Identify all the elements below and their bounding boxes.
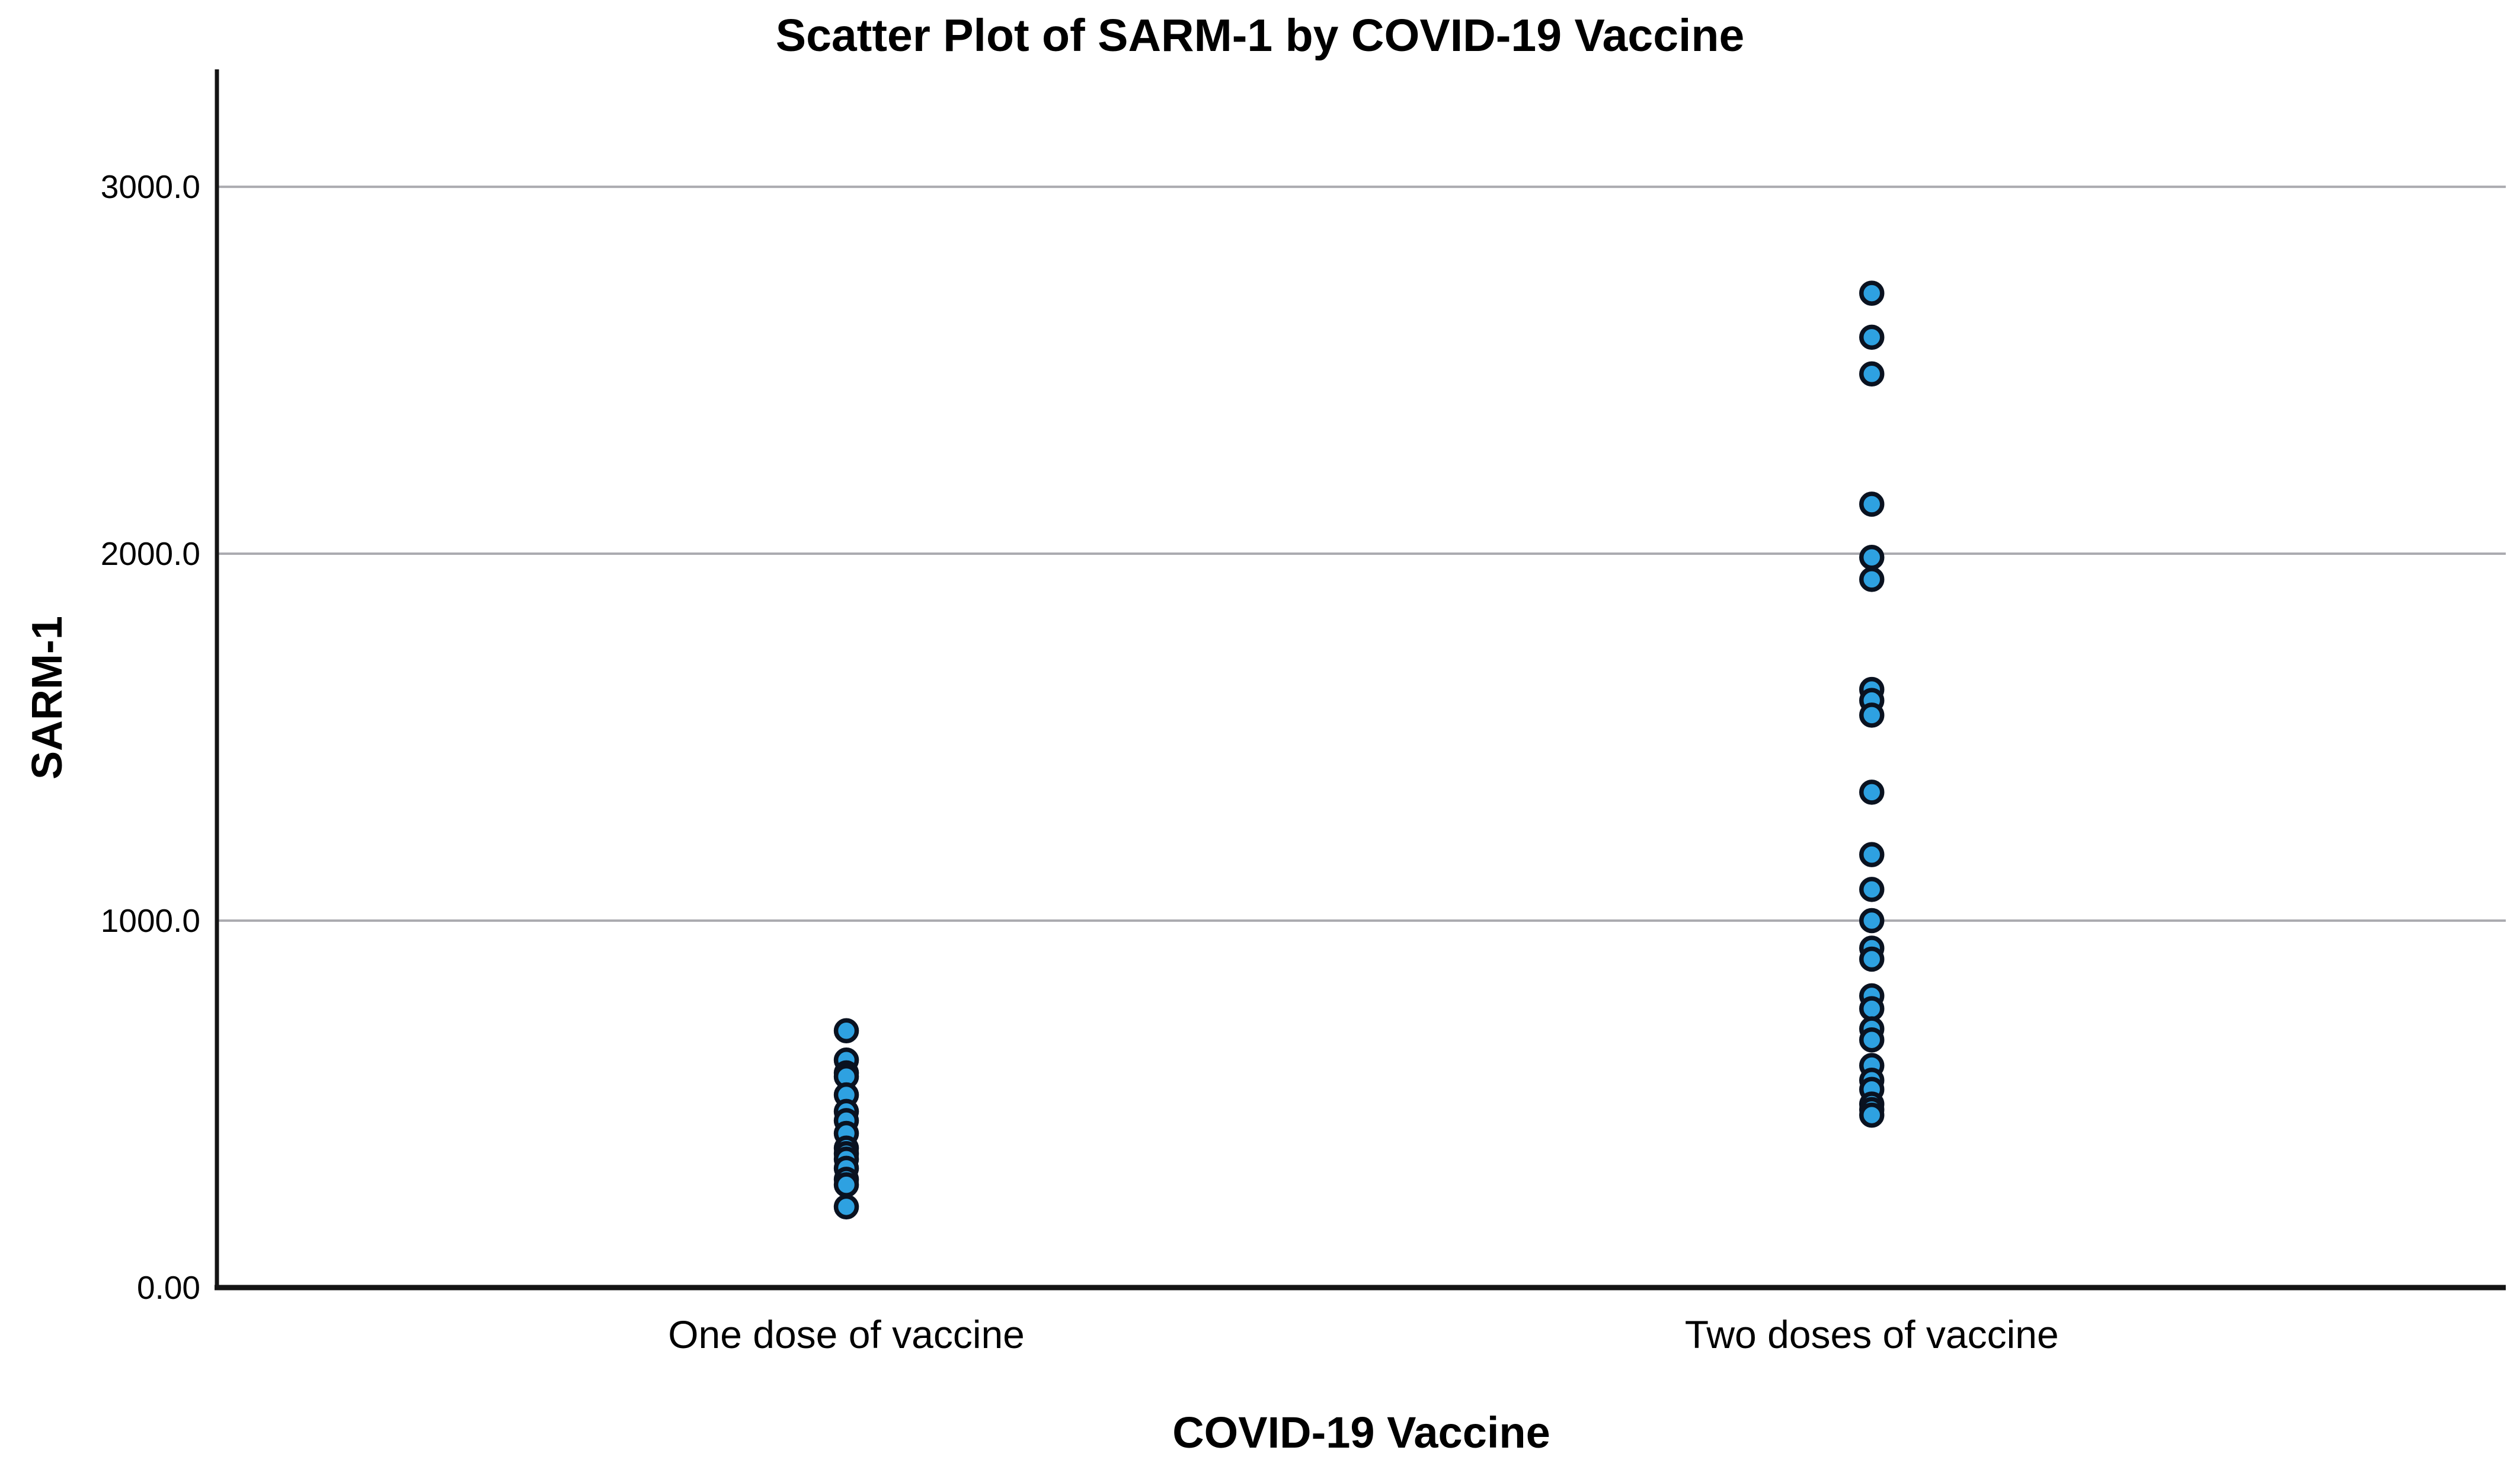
y-tick-label: 3000.0: [101, 168, 200, 205]
data-point: [833, 1194, 859, 1220]
data-point: [1859, 280, 1885, 306]
chart-title: Scatter Plot of SARM-1 by COVID-19 Vacci…: [775, 10, 1745, 61]
data-point: [1859, 361, 1885, 387]
data-point: [1859, 780, 1885, 805]
data-point: [1859, 544, 1885, 570]
data-point: [1859, 877, 1885, 902]
data-point: [1859, 702, 1885, 728]
data-point: [1859, 491, 1885, 517]
data-point: [1859, 567, 1885, 592]
x-category-label: Two doses of vaccine: [1685, 1312, 2059, 1356]
data-point: [1859, 324, 1885, 350]
x-category-label: One dose of vaccine: [668, 1312, 1025, 1356]
data-point: [1859, 1027, 1885, 1053]
data-point: [1859, 996, 1885, 1021]
data-point: [1859, 842, 1885, 867]
data-point: [833, 1018, 859, 1043]
y-axis-title: SARM-1: [24, 616, 71, 780]
data-point: [1859, 946, 1885, 972]
y-tick-label: 1000.0: [101, 902, 200, 939]
y-tick-label: 2000.0: [101, 535, 200, 572]
data-point: [1859, 908, 1885, 934]
y-tick-label: 0.00: [137, 1269, 200, 1306]
data-point: [833, 1172, 859, 1197]
data-point: [1859, 1102, 1885, 1128]
x-axis-title: COVID-19 Vaccine: [1172, 1408, 1550, 1457]
